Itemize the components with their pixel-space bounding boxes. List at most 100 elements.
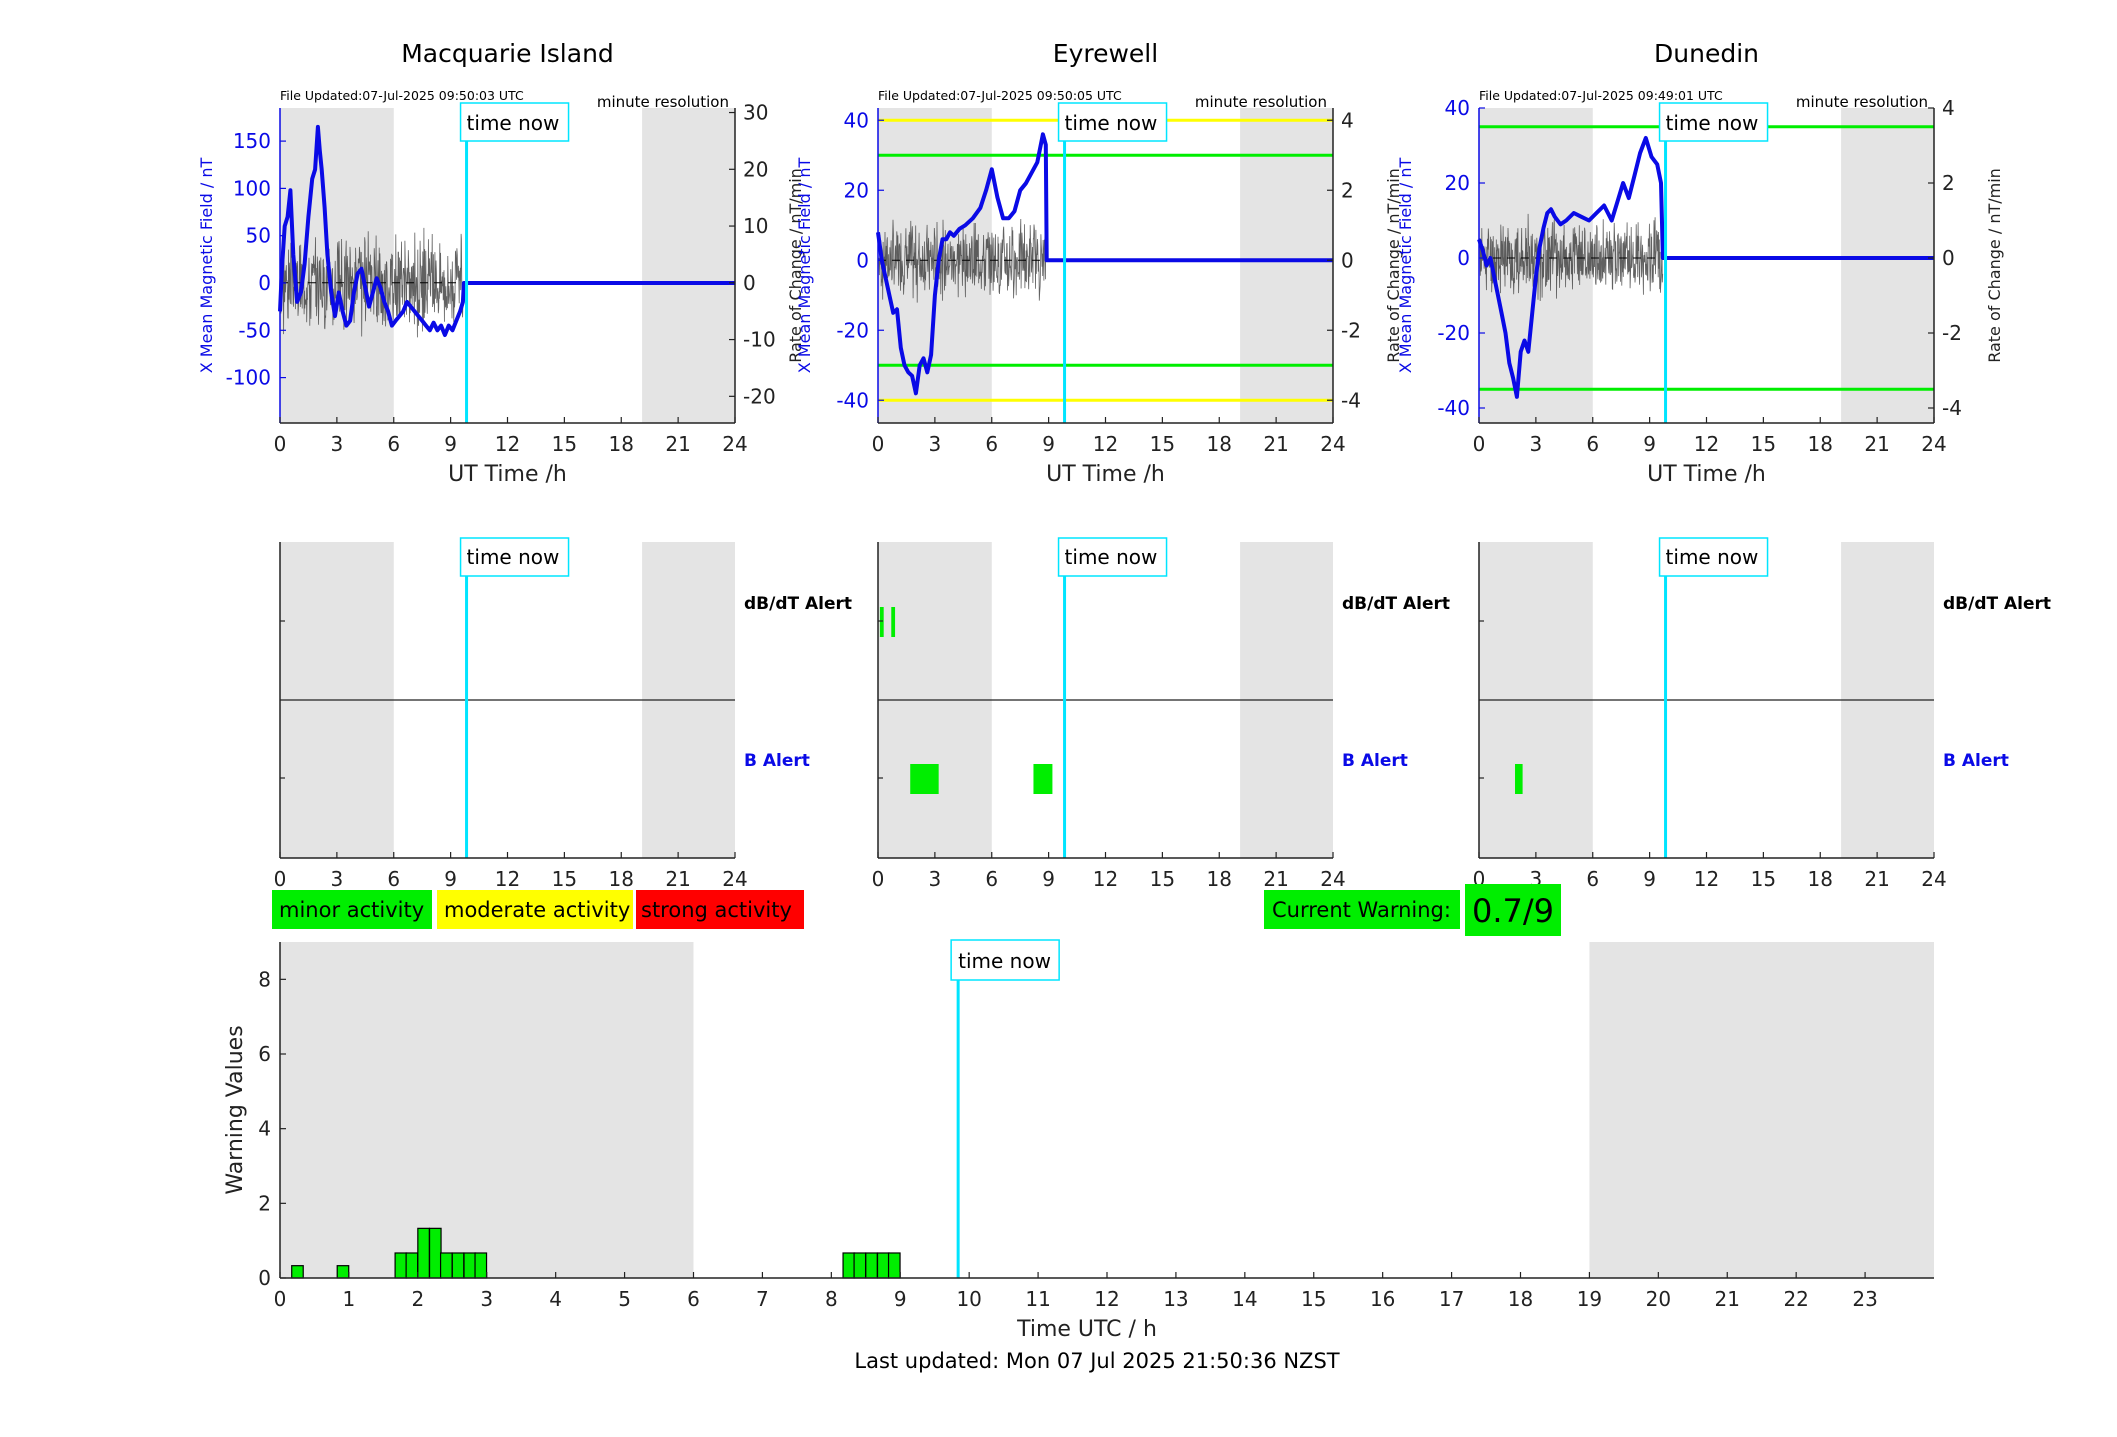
- dbdt-alert-label: dB/dT Alert: [1342, 594, 1450, 614]
- warning-bar: [887, 1252, 901, 1279]
- x-tick-label: 0: [1473, 432, 1486, 456]
- warning-bar: [876, 1252, 890, 1279]
- left-y-tick-label: -40: [836, 388, 869, 412]
- dbdt-alert-bar: [891, 607, 896, 637]
- x-tick-label: 23: [1852, 1287, 1877, 1311]
- left-y-tick-label: 50: [246, 224, 271, 248]
- file-updated-text: File Updated:07-Jul-2025 09:50:03 UTC: [280, 88, 524, 103]
- x-axis-title: UT Time /h: [448, 462, 567, 487]
- warning-bar: [417, 1227, 430, 1279]
- x-tick-label: 14: [1232, 1287, 1257, 1311]
- x-tick-label: 21: [1715, 1287, 1740, 1311]
- x-tick-label: 24: [722, 432, 747, 456]
- x-tick-label: 12: [1094, 1287, 1119, 1311]
- x-tick-label: 21: [1864, 432, 1889, 456]
- time-now-label-box: [950, 939, 1060, 981]
- left-y-tick-label: 20: [844, 178, 869, 202]
- x-axis-title: Time UTC / h: [1016, 1317, 1157, 1342]
- strong-activity-label: strong activity: [641, 898, 792, 922]
- left-y-tick-label: 100: [233, 176, 271, 200]
- x-tick-label: 24: [1320, 867, 1345, 891]
- left-y-tick-label: 0: [856, 248, 869, 272]
- x-tick-label: 3: [929, 432, 942, 456]
- x-tick-label: 6: [387, 867, 400, 891]
- x-tick-label: 18: [1508, 1287, 1533, 1311]
- macquarie-alert-chart: time now 0 3 6 9 12 15 18 21 24 dB/dT Alert B Alert: [274, 537, 852, 891]
- x-tick-label: 21: [1263, 432, 1288, 456]
- x-tick-label: 15: [552, 432, 577, 456]
- x-tick-label: 15: [1751, 432, 1776, 456]
- x-tick-label: 0: [872, 432, 885, 456]
- minor-activity-label: minor activity: [279, 898, 424, 922]
- b-alert-label: B Alert: [744, 751, 810, 771]
- warning-bar: [853, 1252, 867, 1279]
- right-y-tick-label: 30: [743, 101, 768, 125]
- station-title: Macquarie Island: [401, 39, 614, 68]
- left-y-tick-label: -40: [1437, 396, 1470, 420]
- x-tick-label: 3: [929, 867, 942, 891]
- x-tick-label: 6: [985, 867, 998, 891]
- x-tick-label: 12: [1694, 867, 1719, 891]
- dbdt-alert-label: dB/dT Alert: [1943, 594, 2051, 614]
- x-tick-label: 10: [956, 1287, 981, 1311]
- last-updated-text: Last updated: Mon 07 Jul 2025 21:50:36 N…: [854, 1349, 1339, 1373]
- right-y-tick-label: 10: [743, 214, 768, 238]
- x-tick-label: 0: [274, 432, 287, 456]
- x-tick-label: 13: [1163, 1287, 1188, 1311]
- time-now-label-box: [1057, 102, 1168, 142]
- right-y-axis-title: Rate of Change / nT/min: [786, 168, 805, 363]
- rate-of-change-line: [1479, 213, 1664, 302]
- y-tick-label: 2: [258, 1191, 271, 1215]
- resolution-text: minute resolution: [1796, 93, 1928, 111]
- x-tick-label: 12: [495, 867, 520, 891]
- x-tick-label: 9: [444, 432, 457, 456]
- right-y-tick-label: -2: [1341, 318, 1361, 342]
- x-tick-label: 12: [1093, 867, 1118, 891]
- resolution-text: minute resolution: [1195, 93, 1327, 111]
- x-tick-label: 6: [687, 1287, 700, 1311]
- time-now-label-box: [459, 102, 570, 142]
- left-y-axis-title: X Mean Magnetic Field / nT: [1396, 158, 1415, 374]
- warning-bar: [428, 1227, 442, 1279]
- time-now-label-box: [1658, 537, 1769, 577]
- warning-bar: [394, 1252, 408, 1279]
- x-tick-label: 9: [894, 1287, 907, 1311]
- right-y-tick-label: -20: [743, 384, 776, 408]
- right-y-tick-label: 2: [1341, 178, 1354, 202]
- b-alert-bar: [910, 764, 939, 794]
- right-y-tick-label: -10: [743, 328, 776, 352]
- left-y-tick-label: -50: [238, 318, 271, 342]
- night-shade-evening: [1841, 108, 1934, 423]
- y-tick-label: 8: [258, 967, 271, 991]
- x-tick-label: 18: [1808, 432, 1833, 456]
- x-tick-label: 15: [1751, 867, 1776, 891]
- x-tick-label: 18: [609, 867, 634, 891]
- field-series-line: [1477, 136, 1934, 399]
- minor-activity-swatch: [272, 890, 432, 929]
- dbdt-alert-bar: [879, 607, 884, 637]
- right-y-tick-label: 4: [1942, 96, 1955, 120]
- x-tick-label: 5: [618, 1287, 631, 1311]
- x-tick-label: 2: [411, 1287, 424, 1311]
- night-shade-evening: [1589, 942, 1934, 1278]
- resolution-text: minute resolution: [597, 93, 729, 111]
- x-tick-label: 24: [1921, 432, 1946, 456]
- field-series-line: [278, 124, 735, 337]
- x-tick-label: 9: [444, 867, 457, 891]
- x-tick-label: 15: [1150, 867, 1175, 891]
- x-tick-label: 0: [274, 867, 287, 891]
- warning-bar: [336, 1265, 350, 1279]
- x-tick-label: 18: [1808, 867, 1833, 891]
- current-warning-label-box: [1264, 890, 1460, 929]
- y-axis-title: Warning Values: [223, 1025, 248, 1194]
- current-warning-value-box: [1465, 884, 1561, 936]
- left-y-tick-label: 40: [1445, 96, 1470, 120]
- x-tick-label: 8: [825, 1287, 838, 1311]
- current-warning-label: Current Warning:: [1272, 898, 1451, 922]
- x-axis-title: UT Time /h: [1647, 462, 1766, 487]
- x-tick-label: 24: [722, 867, 747, 891]
- right-y-axis-title: Rate of Change / nT/min: [1985, 168, 2004, 363]
- time-now-label-box: [1057, 537, 1168, 577]
